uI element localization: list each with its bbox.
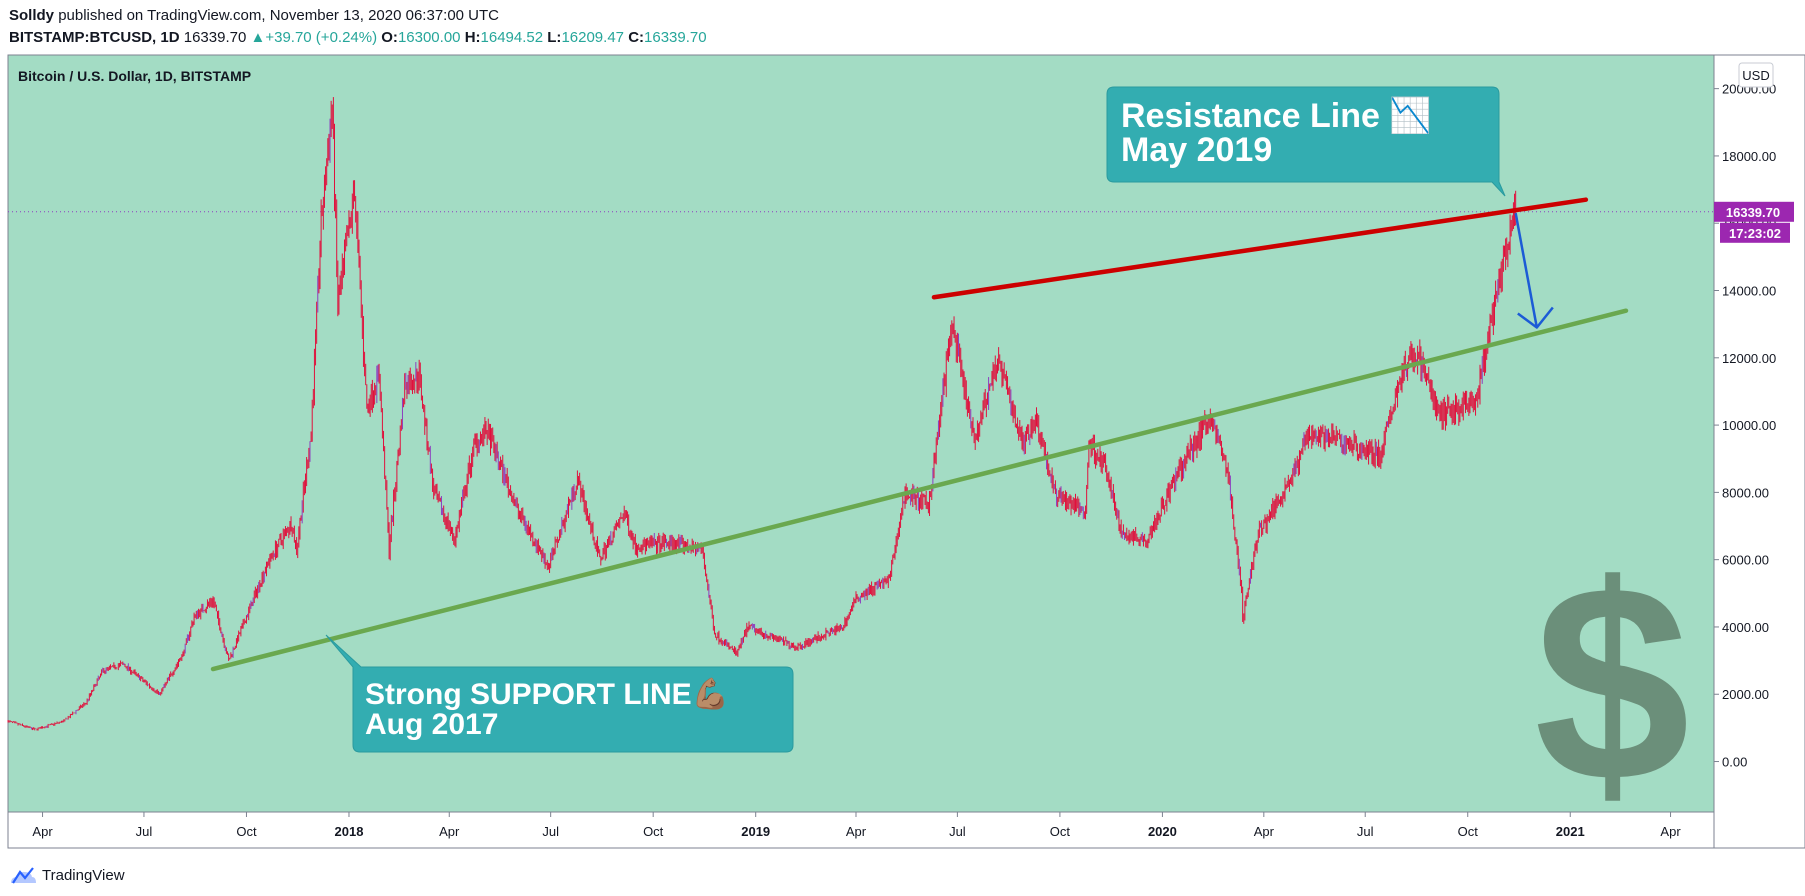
y-tick-label: 8000.00: [1722, 485, 1769, 500]
x-tick-label: Jul: [1357, 824, 1374, 839]
x-tick-label: Oct: [236, 824, 257, 839]
countdown-badge-text: 17:23:02: [1729, 226, 1781, 241]
y-tick-label: 6000.00: [1722, 553, 1769, 568]
last-price: 16339.70: [183, 29, 247, 46]
x-tick-label: Apr: [32, 824, 53, 839]
y-tick-label: 10000.00: [1722, 418, 1776, 433]
last-price-badge: 16339.70: [1714, 201, 1794, 222]
dollar-sign-icon: $: [1534, 528, 1690, 840]
x-tick-label: 2021: [1556, 824, 1585, 839]
last-price-badge-text: 16339.70: [1726, 205, 1780, 220]
x-tick-label: Jul: [542, 824, 559, 839]
change-value: +39.70 (+0.24%): [265, 29, 378, 46]
x-tick-label: 2020: [1148, 824, 1177, 839]
last-price-badge-box: [1714, 201, 1794, 222]
currency-label-text: USD: [1742, 68, 1769, 83]
high-label: H:: [464, 29, 481, 46]
x-tick-label: Apr: [1254, 824, 1275, 839]
published-line: Solldy published on TradingView.com, Nov…: [9, 7, 499, 24]
x-tick-label: Jul: [949, 824, 966, 839]
chart-title: Bitcoin / U.S. Dollar, 1D, BITSTAMP: [18, 68, 251, 84]
tradingview-cloud-icon: [11, 867, 36, 884]
x-tick-label: Oct: [643, 824, 664, 839]
x-tick-label: Apr: [1660, 824, 1681, 839]
open-value: 16300.00: [397, 29, 461, 46]
currency-label[interactable]: USD: [1738, 62, 1774, 88]
svg-text:$: $: [1534, 528, 1690, 840]
time-axis[interactable]: [8, 812, 1714, 848]
x-tick-label: Oct: [1050, 824, 1071, 839]
symbol-label: BITSTAMP:BTCUSD, 1D: [9, 29, 180, 46]
published-text: published on TradingView.com, November 1…: [58, 7, 500, 24]
low-value: 16209.47: [561, 29, 625, 46]
support-callout[interactable]: Strong SUPPORT LINE💪🏽 Aug 2017: [325, 634, 794, 753]
resistance-callout-line2: May 2019: [1121, 131, 1272, 169]
support-callout-box: [325, 634, 794, 753]
resistance-callout[interactable]: Resistance Line 📉 May 2019: [1106, 86, 1506, 197]
x-tick-label: 2019: [741, 824, 770, 839]
resistance-callout-line1: Resistance Line 📉: [1121, 96, 1432, 135]
tradingview-logo[interactable]: TradingView: [9, 866, 125, 884]
chart-frame: [7, 54, 1805, 849]
x-tick-label: Oct: [1458, 824, 1479, 839]
y-axis-ticks: 0.00 2000.00 4000.00 6000.00 8000.00 10000.00…: [1714, 82, 1776, 770]
arrow-shaft: [1514, 212, 1539, 328]
high-value: 16494.52: [480, 29, 544, 46]
close-value: 16339.70: [644, 29, 707, 46]
open-label: O:: [381, 29, 398, 46]
y-tick-label: 4000.00: [1722, 620, 1769, 635]
y-tick-label: 2000.00: [1722, 687, 1769, 702]
x-tick-label: 2018: [335, 824, 364, 839]
countdown-badge-box: [1720, 222, 1790, 243]
y-tick-label: 12000.00: [1722, 351, 1776, 366]
quote-line: BITSTAMP:BTCUSD, 1D 16339.70 ▲+39.70 (+0…: [9, 29, 707, 46]
low-label: L:: [547, 29, 562, 46]
x-tick-label: Jul: [136, 824, 153, 839]
x-axis-ticks: Apr Jul Oct 2018 Apr Jul Oct 2019 Apr Jul Oct 2020 A…: [32, 812, 1681, 839]
support-callout-line2: Aug 2017: [365, 708, 498, 741]
close-label: C:: [628, 29, 645, 46]
y-tick-label: 0.00: [1722, 755, 1747, 770]
arrow-head: [1517, 306, 1554, 329]
tradingview-brand: TradingView: [42, 866, 125, 884]
price-series: [7, 97, 1517, 731]
support-trendline[interactable]: [210, 308, 1629, 672]
support-callout-line1: Strong SUPPORT LINE💪🏽: [365, 676, 729, 711]
price-axis[interactable]: [1714, 55, 1805, 812]
resistance-trendline[interactable]: [931, 197, 1589, 300]
x-tick-label: Apr: [846, 824, 867, 839]
y-tick-label: 14000.00: [1722, 284, 1776, 299]
author-name[interactable]: Solldy: [9, 7, 55, 24]
currency-label-box: [1738, 62, 1774, 88]
x-tick-label: Apr: [439, 824, 460, 839]
y-tick-label: 18000.00: [1722, 149, 1776, 164]
resistance-callout-box: [1106, 86, 1506, 197]
down-arrow[interactable]: [1514, 212, 1554, 329]
countdown-badge: 17:23:02: [1720, 222, 1790, 243]
up-triangle-icon: ▲: [250, 29, 266, 46]
